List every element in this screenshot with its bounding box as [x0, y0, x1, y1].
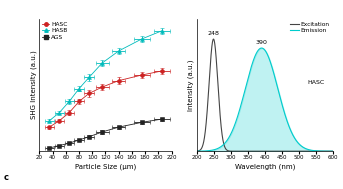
Text: c: c [3, 173, 9, 182]
Y-axis label: SHG Intensity (a.u.): SHG Intensity (a.u.) [30, 51, 37, 119]
Legend: Excitation, Emission: Excitation, Emission [290, 22, 330, 33]
Text: 248: 248 [208, 31, 220, 36]
X-axis label: Particle Size (μm): Particle Size (μm) [75, 163, 136, 170]
Y-axis label: Intensity (a.u.): Intensity (a.u.) [188, 59, 194, 111]
X-axis label: Wavelength (nm): Wavelength (nm) [235, 163, 295, 170]
Text: HASC: HASC [308, 80, 325, 85]
Legend: HASC, HASB, AGS: HASC, HASB, AGS [43, 22, 68, 40]
Text: 390: 390 [256, 40, 268, 45]
